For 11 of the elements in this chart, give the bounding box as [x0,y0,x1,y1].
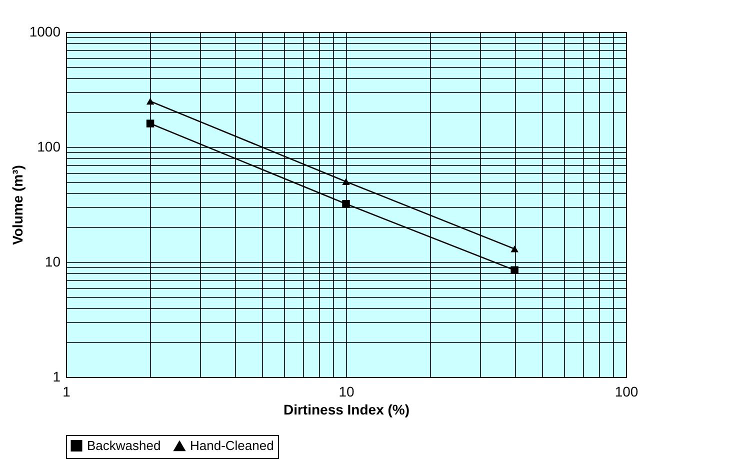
y-tick-label: 1 [52,368,61,384]
legend-label: Backwashed [87,438,161,453]
x-tick-label: 100 [614,384,638,400]
y-tick-label: 100 [37,138,61,154]
legend-label: Hand-Cleaned [190,438,274,454]
x-tick-label: 10 [338,384,354,400]
y-axis-title: Volume (m³) [9,165,26,245]
y-tick-label: 1000 [29,24,61,40]
y-tick-label: 10 [44,254,61,270]
x-axis-title: Dirtiness Index (%) [283,402,410,418]
x-tick-label: 1 [62,384,71,400]
